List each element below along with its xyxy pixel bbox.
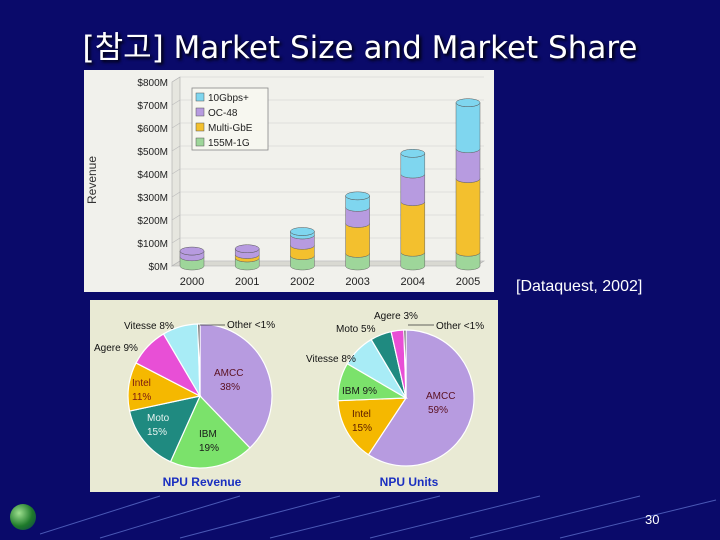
pie-charts-svg: NPU Revenue Vitesse 8% Other <1% Agere 9…: [94, 311, 484, 489]
grid-line: [171, 237, 181, 244]
bar-2005-segment-3: [455, 102, 481, 153]
x-tick-label: 2001: [235, 276, 259, 288]
legend-label-10g: 10Gbps+: [208, 93, 249, 104]
npu-units-title: NPU Units: [380, 475, 439, 489]
globe-icon: [10, 504, 36, 530]
grid-line: [171, 99, 181, 106]
bar-2004-top: [400, 149, 426, 158]
slide-title: [참고] Market Size and Market Share: [82, 30, 638, 66]
pie-units-slice-intel: [337, 397, 408, 456]
bar-2004-segment-1: [400, 201, 426, 257]
y-tick-label: $500M: [137, 147, 168, 158]
bar-2001-top: [234, 244, 260, 253]
bar-2000-top: [179, 246, 205, 256]
grid-line: [171, 191, 181, 198]
grid-line: [171, 260, 181, 267]
source-citation: [Dataquest, 2002]: [516, 278, 643, 295]
y-tick-label: $0M: [149, 262, 168, 273]
y-tick-label: $600M: [137, 124, 168, 135]
bar-2003-segment-1: [345, 223, 370, 258]
rev-label-moto-pct: 15%: [147, 427, 167, 438]
grid-line: [171, 168, 181, 175]
x-tick-label: 2002: [290, 276, 314, 288]
legend-label-oc48: OC-48: [208, 108, 238, 119]
market-size-chart: Revenue $0M $100M $200M $300M $400M $500M $600…: [84, 70, 494, 292]
y-tick-label: $800M: [137, 78, 168, 89]
units-label-intel-pct: 15%: [352, 423, 372, 434]
legend-swatch-oc48: [195, 107, 205, 117]
units-label-ibm: IBM 9%: [342, 386, 377, 397]
bar-2005-top: [455, 98, 481, 107]
legend-label-multigbe: Multi-GbE: [208, 123, 253, 134]
legend-label-155m: 155M-1G: [208, 138, 250, 149]
rev-label-agere: Agere 9%: [94, 343, 138, 354]
grid-line: [171, 145, 181, 152]
npu-revenue-pie: [127, 323, 273, 469]
units-label-agere: Agere 3%: [374, 311, 418, 322]
grid-line: [171, 214, 181, 221]
chart-floor: [170, 260, 486, 267]
bar-2005-segment-1: [455, 178, 481, 257]
x-tick-label: 2003: [345, 276, 369, 288]
rev-label-intel-pct: 11%: [132, 392, 151, 403]
pie-revenue-slice-moto: [128, 395, 202, 463]
pie-revenue-slice-ibm: [169, 394, 251, 469]
y-tick-label: $700M: [137, 101, 168, 112]
x-tick-label: 2004: [401, 276, 425, 288]
y-tick-labels: $0M $100M $200M $300M $400M $500M $600M $700M $8…: [137, 78, 168, 273]
pie-units-slice-amcc: [367, 329, 475, 467]
units-label-amcc-pct: 59%: [428, 405, 448, 416]
rev-label-intel-name: Intel: [132, 378, 151, 389]
npu-units-pie: [337, 329, 475, 467]
bar-2002-top: [290, 227, 315, 236]
rev-label-other: Other <1%: [227, 320, 275, 331]
units-label-vitesse: Vitesse 8%: [306, 354, 356, 365]
y-tick-label: $200M: [137, 216, 168, 227]
chart-legend: 10Gbps+ OC-48 Multi-GbE 155M-1G: [191, 87, 269, 151]
grid-line: [171, 76, 181, 83]
pie-units-slice-other: [403, 329, 407, 399]
page-number: 30: [645, 512, 660, 527]
bar-2004-segment-2: [400, 173, 426, 206]
rev-label-ibm-name: IBM: [199, 429, 217, 440]
y-tick-label: $400M: [137, 170, 168, 181]
y-tick-label: $300M: [137, 193, 168, 204]
bar-chart-svg: Revenue $0M $100M $200M $300M $400M $500M $600…: [85, 76, 486, 288]
legend-swatch-multigbe: [195, 122, 205, 132]
rev-label-amcc-pct: 38%: [220, 382, 240, 393]
x-tick-labels: 2000 2001 2002 2003 2004 2005: [180, 276, 480, 288]
grid-line: [171, 122, 181, 129]
pie-revenue-slice-amcc: [199, 323, 273, 449]
units-label-intel-name: Intel: [352, 409, 371, 420]
npu-revenue-title: NPU Revenue: [163, 475, 242, 489]
y-tick-label: $100M: [137, 239, 168, 250]
legend-swatch-155m: [195, 137, 205, 147]
rev-label-moto-name: Moto: [147, 413, 170, 424]
bar-2005-segment-2: [455, 148, 481, 183]
rev-label-vitesse: Vitesse 8%: [124, 321, 174, 332]
units-label-amcc-name: AMCC: [426, 391, 455, 402]
rev-label-amcc-name: AMCC: [214, 368, 243, 379]
bar-series: [179, 98, 481, 271]
footer-stripes: [40, 495, 717, 539]
y-axis-title: Revenue: [85, 156, 99, 204]
x-tick-label: 2005: [456, 276, 480, 288]
x-tick-label: 2000: [180, 276, 204, 288]
units-label-other: Other <1%: [436, 321, 484, 332]
legend-swatch-10g: [195, 92, 205, 102]
market-share-charts: NPU Revenue Vitesse 8% Other <1% Agere 9…: [90, 300, 498, 492]
units-label-moto: Moto 5%: [336, 324, 376, 335]
bar-2003-top: [345, 191, 370, 201]
pie-revenue-slice-other: [197, 323, 201, 397]
rev-label-ibm-pct: 19%: [199, 443, 219, 454]
